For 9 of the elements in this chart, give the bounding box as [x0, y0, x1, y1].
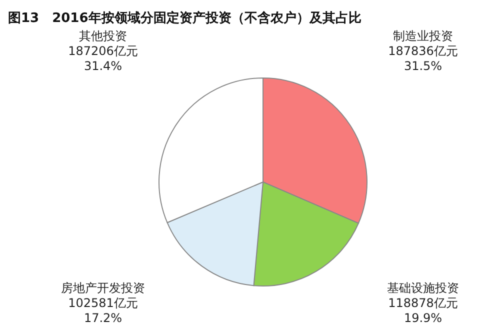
slice-label: 其他投资: [79, 29, 127, 43]
data-label: 187206亿元 31.4%: [68, 44, 138, 73]
chart-title: 图13 2016年按领域分固定资产投资（不含农户）及其占比: [8, 10, 362, 26]
data-label: 102581亿元 17.2%: [68, 296, 138, 325]
data-label: 187836亿元 31.5%: [388, 44, 458, 73]
slice-label: 制造业投资: [393, 29, 453, 43]
slice-label: 基础设施投资: [387, 281, 459, 295]
data-label: 118878亿元 19.9%: [388, 296, 458, 325]
slice-label: 房地产开发投资: [61, 281, 145, 295]
